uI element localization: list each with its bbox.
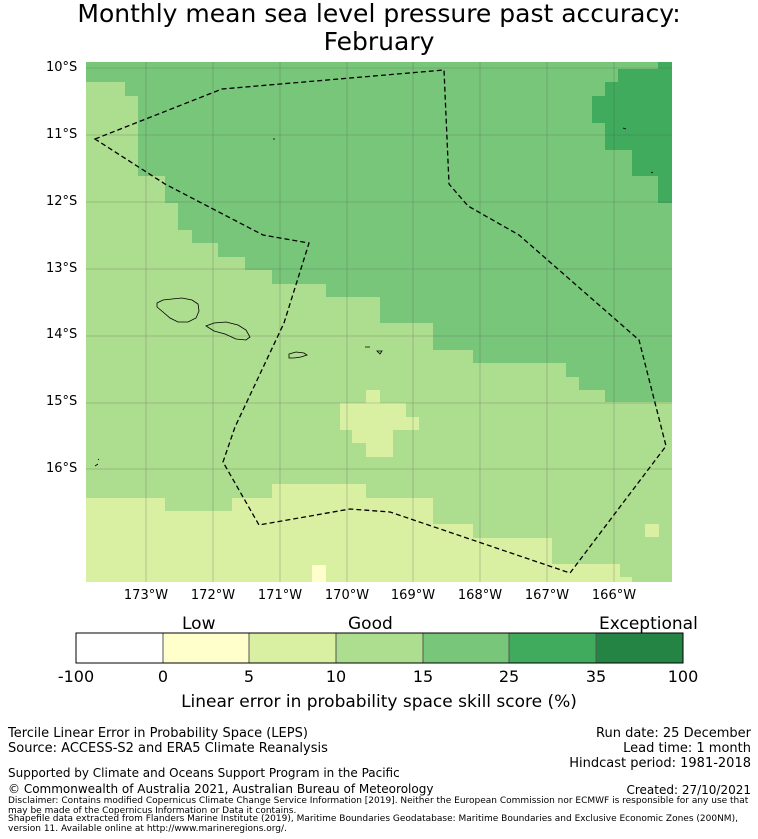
colorbar bbox=[75, 632, 684, 664]
colorbar-segment-1 bbox=[76, 633, 163, 663]
colorbar-tick: 15 bbox=[412, 667, 434, 686]
footer-hindcast: Hindcast period: 1981-2018 bbox=[569, 756, 751, 771]
island-manua bbox=[365, 346, 383, 355]
colorbar-segment-7 bbox=[596, 633, 683, 663]
footer-copyright: © Commonwealth of Australia 2021, Austra… bbox=[8, 782, 434, 796]
lat-label: 14°S bbox=[46, 327, 78, 342]
footer-disclaimer: Disclaimer: Contains modified Copernicus… bbox=[8, 796, 749, 816]
lon-label: 167°W bbox=[524, 588, 570, 603]
colorbar-tick: -100 bbox=[57, 667, 95, 686]
island-small-east bbox=[622, 127, 654, 174]
eez-boundaries bbox=[93, 69, 667, 574]
colorbar-tick: 100 bbox=[667, 667, 699, 686]
eez-boundary-west bbox=[93, 69, 667, 574]
chart-title-line2: February bbox=[323, 27, 435, 56]
region-good-low-south bbox=[86, 484, 632, 582]
lat-label: 15°S bbox=[46, 394, 78, 409]
gridlines bbox=[86, 62, 672, 582]
colorbar-segment-5 bbox=[423, 633, 509, 663]
colorbar-title: Linear error in probability space skill … bbox=[181, 692, 577, 712]
lat-label: 10°S bbox=[46, 60, 78, 75]
region-good-low-east bbox=[645, 524, 659, 537]
colorbar-segment-3 bbox=[249, 633, 336, 663]
lat-label: 16°S bbox=[46, 461, 78, 476]
colorbar-category-good: Good bbox=[348, 614, 393, 634]
lon-label: 171°W bbox=[257, 588, 303, 603]
footer-run-date: Run date: 25 December bbox=[596, 726, 751, 741]
colorbar-tick: 5 bbox=[243, 667, 255, 686]
chart-title-line1: Monthly mean sea level pressure past acc… bbox=[77, 0, 681, 28]
colorbar-tick: 25 bbox=[498, 667, 520, 686]
lon-label: 166°W bbox=[591, 588, 637, 603]
islands bbox=[94, 127, 654, 467]
lat-label: 12°S bbox=[46, 194, 78, 209]
colorbar-category-low: Low bbox=[182, 614, 216, 634]
region-high bbox=[592, 62, 672, 203]
island-small-west bbox=[94, 458, 100, 467]
lon-label: 173°W bbox=[123, 588, 169, 603]
footer-lead-time: Lead time: 1 month bbox=[623, 741, 751, 756]
lon-label: 168°W bbox=[457, 588, 503, 603]
island-savaii bbox=[156, 297, 200, 323]
region-good-high bbox=[86, 62, 672, 402]
island-tutuila bbox=[288, 351, 308, 359]
lon-label: 170°W bbox=[324, 588, 370, 603]
colorbar-category-exceptional: Exceptional bbox=[599, 614, 698, 634]
colorbar-segment-6 bbox=[509, 633, 596, 663]
colorbar-tick: 10 bbox=[325, 667, 347, 686]
region-low bbox=[312, 565, 326, 582]
footer-created: Created: 27/10/2021 bbox=[626, 783, 751, 797]
lon-label: 172°W bbox=[190, 588, 236, 603]
lon-label: 169°W bbox=[390, 588, 436, 603]
colorbar-segment-4 bbox=[336, 633, 423, 663]
footer-support: Supported by Climate and Oceans Support … bbox=[8, 766, 400, 780]
colorbar-segment-2 bbox=[163, 633, 249, 663]
colorbar-tick: 0 bbox=[157, 667, 169, 686]
region-good-low-center bbox=[340, 390, 419, 457]
footer-shapefile: Shapefile data extracted from Flanders M… bbox=[8, 814, 738, 834]
colorbar-frame bbox=[75, 632, 684, 664]
lat-label: 11°S bbox=[46, 127, 78, 142]
lat-label: 13°S bbox=[46, 261, 78, 276]
footer-source: Source: ACCESS-S2 and ERA5 Climate Reana… bbox=[8, 741, 328, 756]
colorbar-tick: 35 bbox=[585, 667, 607, 686]
footer-leps: Tercile Linear Error in Probability Spac… bbox=[8, 726, 308, 741]
island-upolu bbox=[205, 321, 251, 341]
